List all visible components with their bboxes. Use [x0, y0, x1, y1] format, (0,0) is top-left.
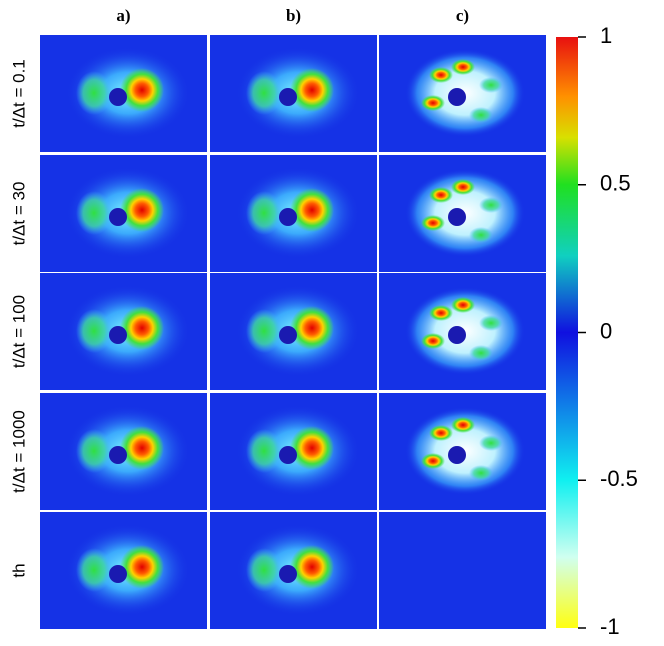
panel — [40, 35, 207, 152]
panel — [40, 512, 207, 629]
core — [109, 88, 127, 106]
lobe — [421, 333, 445, 349]
panel — [210, 393, 377, 510]
core — [279, 208, 297, 226]
core — [109, 208, 127, 226]
panel — [379, 35, 546, 152]
panel — [210, 155, 377, 272]
lobe — [429, 67, 453, 83]
core — [279, 88, 297, 106]
panel — [210, 512, 377, 629]
lobe — [246, 309, 282, 353]
hot-spot — [120, 68, 164, 112]
hot-spot — [120, 545, 164, 589]
panels — [40, 35, 546, 629]
core — [109, 565, 127, 583]
lobe — [76, 309, 112, 353]
core — [279, 565, 297, 583]
hot-spot — [290, 188, 334, 232]
lobe — [246, 548, 282, 592]
lobe — [479, 77, 503, 93]
lobe — [76, 191, 112, 235]
core — [448, 208, 466, 226]
lobe — [469, 465, 493, 481]
lobe — [76, 71, 112, 115]
panel — [40, 393, 207, 510]
lobe — [451, 297, 475, 313]
lobe — [451, 179, 475, 195]
core — [279, 326, 297, 344]
lobe — [479, 197, 503, 213]
colorbar-axis: -1 -0.5 0 0.5 1 — [578, 23, 638, 639]
lobe — [451, 59, 475, 75]
lobe — [469, 345, 493, 361]
hot-spot — [290, 426, 334, 470]
row-label: t/Δt = 30 — [9, 182, 28, 246]
hot-spot — [290, 68, 334, 112]
core — [448, 446, 466, 464]
lobe — [451, 417, 475, 433]
panel — [379, 512, 546, 629]
colorbar — [556, 37, 578, 628]
lobe — [246, 429, 282, 473]
core — [279, 446, 297, 464]
panel — [379, 155, 546, 272]
lobe — [421, 215, 445, 231]
column-label: b) — [286, 6, 301, 25]
lobe — [76, 548, 112, 592]
column-label: a) — [116, 6, 130, 25]
lobe — [469, 107, 493, 123]
tick-label: 0 — [600, 318, 612, 343]
core — [109, 446, 127, 464]
tick-label: -0.5 — [600, 466, 638, 491]
hot-spot — [290, 306, 334, 350]
tick-label: 0.5 — [600, 171, 631, 196]
core — [109, 326, 127, 344]
hot-spot — [120, 188, 164, 232]
hot-spot — [290, 545, 334, 589]
lobe — [76, 429, 112, 473]
row-label: th — [9, 563, 28, 577]
panel — [210, 35, 377, 152]
column-label: c) — [456, 6, 469, 25]
hot-spot — [120, 426, 164, 470]
lobe — [421, 453, 445, 469]
lobe — [479, 435, 503, 451]
lobe — [469, 227, 493, 243]
row-label: t/Δt = 0.1 — [9, 59, 28, 128]
panel — [210, 273, 377, 390]
row-label: t/Δt = 100 — [9, 295, 28, 368]
tick-label: 1 — [600, 23, 612, 48]
hot-spot — [120, 306, 164, 350]
panel-background — [379, 512, 546, 629]
row-label: t/Δt = 1000 — [9, 410, 28, 493]
lobe — [246, 71, 282, 115]
labels: a) b) c) t/Δt = 0.1 t/Δt = 30 t/Δt = 100 t/Δt … — [9, 6, 469, 578]
lobe — [429, 425, 453, 441]
core — [448, 326, 466, 344]
core — [448, 88, 466, 106]
lobe — [479, 315, 503, 331]
panel — [379, 393, 546, 510]
panel — [379, 273, 546, 390]
panel — [40, 155, 207, 272]
lobe — [429, 187, 453, 203]
lobe — [246, 191, 282, 235]
lobe — [429, 305, 453, 321]
tick-label: -1 — [600, 614, 620, 639]
lobe — [421, 95, 445, 111]
panel — [40, 273, 207, 390]
